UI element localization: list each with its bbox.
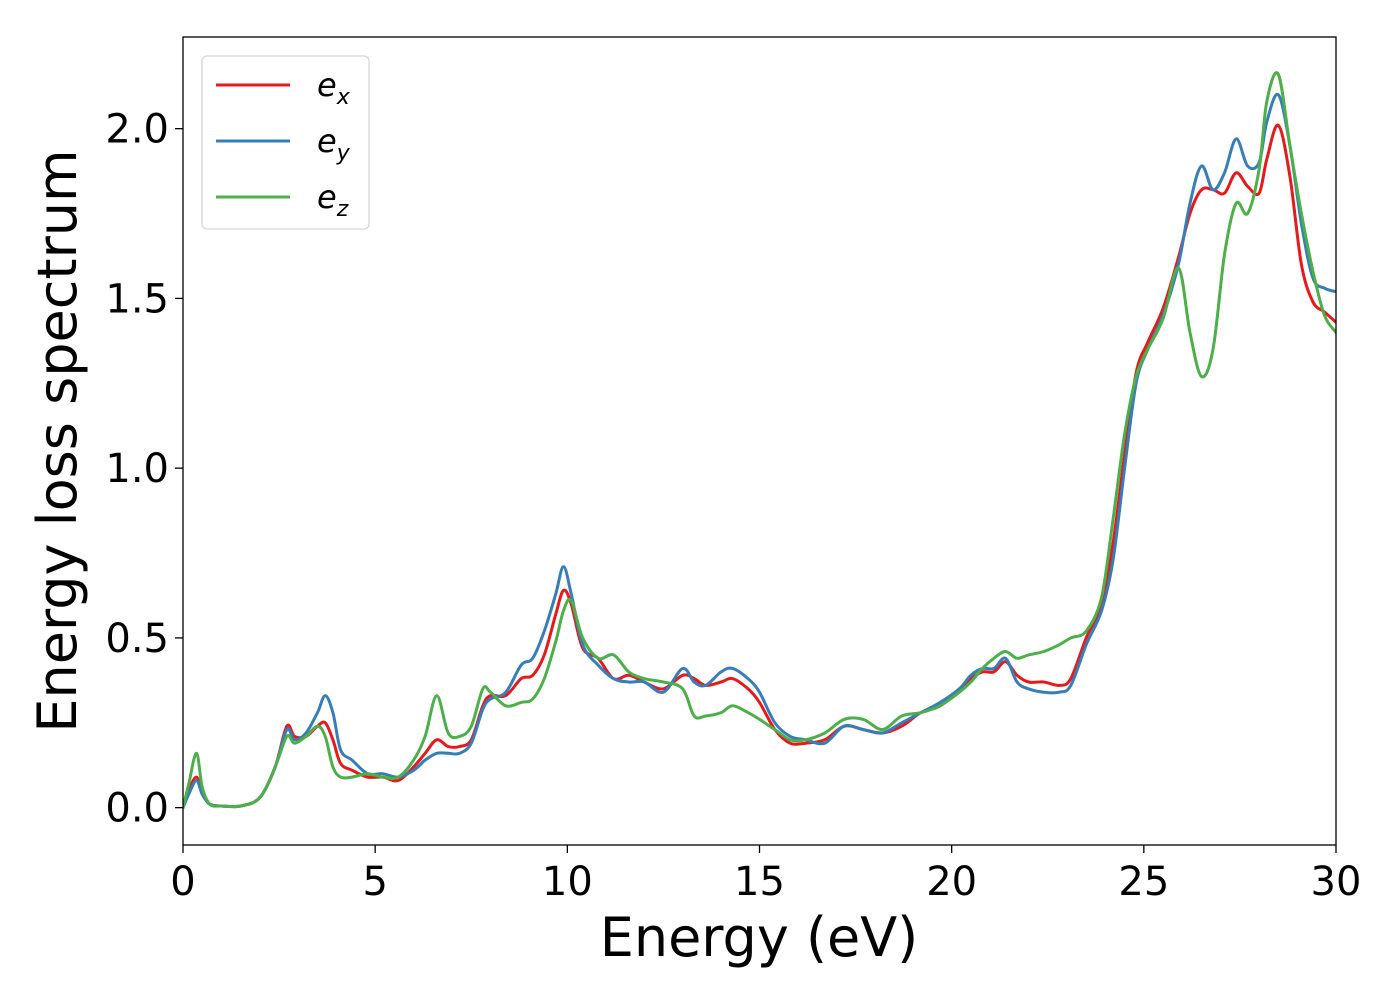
y-tick-label: 2.0 [105,107,169,153]
x-tick-label: 10 [542,859,593,905]
x-axis: 0 5 10 15 20 25 30 [170,845,1361,905]
x-tick-label: 15 [734,859,785,905]
legend-label-ey: ey [317,122,351,166]
x-tick-label: 20 [926,859,977,905]
legend-label-ex: ex [317,66,351,110]
y-tick-label: 1.5 [105,276,169,322]
y-tick-label: 0.5 [105,616,169,662]
y-axis-label: Energy loss spectrum [26,149,89,732]
x-tick-label: 30 [1311,859,1362,905]
x-tick-label: 5 [362,859,387,905]
y-tick-label: 0.0 [105,786,169,832]
series-layer [183,71,1336,810]
x-axis-label: Energy (eV) [600,906,919,969]
series-line-ez [183,71,1336,810]
series-line-ex [183,123,1336,810]
y-tick-label: 1.0 [105,446,169,492]
x-tick-label: 0 [170,859,195,905]
x-tick-label: 25 [1118,859,1169,905]
y-axis: 0.0 0.5 1.0 1.5 2.0 [105,107,183,832]
